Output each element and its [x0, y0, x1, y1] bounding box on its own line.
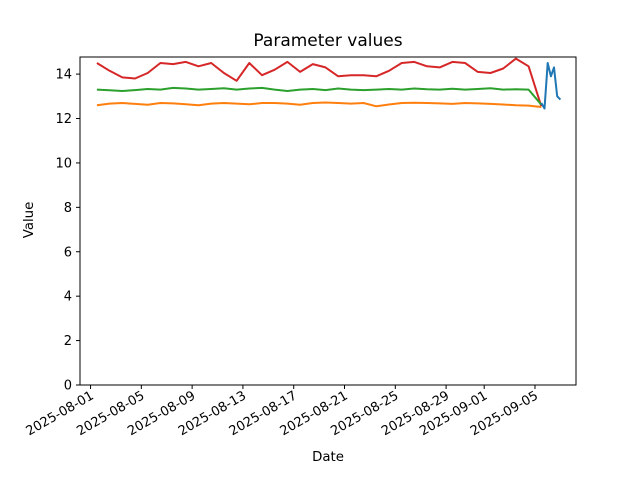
series-blue-line — [540, 62, 562, 110]
y-tick-label: 8 — [64, 201, 72, 216]
y-tick-label: 0 — [64, 379, 72, 394]
series-lines — [96, 57, 562, 110]
series-red-line — [96, 57, 543, 107]
y-tick-label: 12 — [55, 112, 72, 127]
series-green-line — [96, 86, 543, 106]
y-tick-label: 6 — [64, 245, 72, 260]
chart-title: Parameter values — [253, 31, 402, 51]
series-orange-line — [96, 101, 542, 108]
y-tick-label: 14 — [55, 68, 72, 83]
x-axis-label: Date — [312, 450, 344, 465]
y-axis-ticks: 0 2 4 6 8 10 12 14 — [55, 68, 80, 394]
y-axis-label: Value — [22, 202, 37, 239]
x-axis-ticks: 2025-08-012025-08-052025-08-092025-08-13… — [24, 385, 541, 439]
plot-frame — [79, 56, 577, 386]
axes-frame — [79, 56, 577, 386]
y-tick-label: 2 — [64, 334, 72, 349]
y-tick-label: 10 — [55, 156, 72, 171]
y-tick-label: 4 — [64, 290, 72, 305]
